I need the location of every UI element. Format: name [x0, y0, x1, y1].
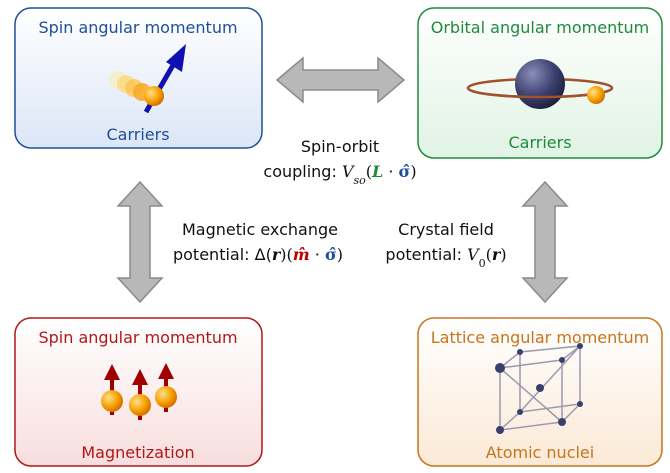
- formula-part: m̂: [293, 245, 310, 264]
- spin-icon: [109, 44, 186, 114]
- orbital-icon: [466, 59, 614, 109]
- formula-part: ·: [310, 245, 325, 264]
- arrow-vertical-left: [116, 180, 164, 304]
- formula-part: σ̂: [325, 245, 337, 264]
- formula-part: 0: [479, 257, 486, 270]
- formula-part: r: [492, 245, 502, 264]
- formula-part: r: [272, 245, 282, 264]
- box-title: Spin angular momentum: [38, 328, 237, 347]
- formula-part: V: [342, 162, 355, 181]
- box-title: Lattice angular momentum: [431, 328, 650, 347]
- magnetization-icon: [101, 363, 177, 420]
- coupling-formula: potential: Δ(r)(m̂ · σ̂): [173, 245, 343, 264]
- formula-part: coupling:: [263, 162, 342, 181]
- formula-part: so: [354, 174, 367, 187]
- formula-part: potential:: [385, 245, 467, 264]
- box-label: Atomic nuclei: [486, 443, 594, 462]
- formula-part: ): [500, 245, 506, 264]
- arrow-horizontal: [275, 56, 406, 104]
- formula-part: σ̂: [399, 162, 411, 181]
- arrow-vertical-right: [521, 180, 569, 304]
- box-title: Spin angular momentum: [38, 18, 237, 37]
- coupling-formula: coupling: Vso(L · σ̂): [263, 162, 416, 187]
- formula-part: )(: [280, 245, 292, 264]
- formula-part: V: [467, 245, 480, 264]
- box-label: Magnetization: [81, 443, 194, 462]
- coupling-line: Spin-orbit: [301, 137, 379, 156]
- formula-part: L: [371, 162, 383, 181]
- coupling-line: Crystal field: [398, 220, 494, 239]
- box-spin-carriers: [14, 7, 263, 149]
- lattice-icon: [495, 343, 583, 434]
- formula-part: (: [366, 162, 372, 181]
- formula-part: ): [410, 162, 416, 181]
- coupling-formula: potential: V0(r): [385, 245, 506, 270]
- box-title: Orbital angular momentum: [431, 18, 649, 37]
- coupling-line: Magnetic exchange: [182, 220, 338, 239]
- box-label: Carriers: [106, 125, 169, 144]
- formula-part: ): [337, 245, 343, 264]
- formula-part: (: [486, 245, 492, 264]
- box-label: Carriers: [508, 133, 571, 152]
- formula-part: potential: Δ(: [173, 245, 272, 264]
- formula-part: ·: [383, 162, 398, 181]
